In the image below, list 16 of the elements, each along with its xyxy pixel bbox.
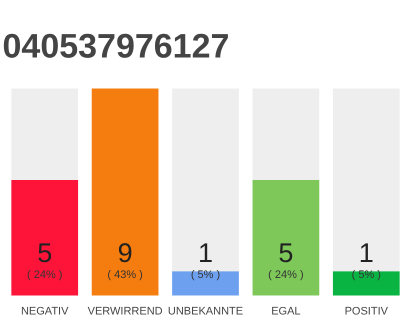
annotation: 9 (118, 238, 133, 268)
annotation: 5 (37, 238, 52, 268)
data-label: ( 5% ) (190, 268, 220, 281)
data-label: ( 43% ) (107, 268, 143, 281)
x-tick-label: POSITIV (344, 306, 389, 318)
x-tick-label: UNBEKANNTE (168, 306, 244, 318)
x-tick-label: VERWIRREND (88, 306, 163, 318)
annotation: 5 (278, 238, 294, 268)
annotation: 1 (358, 238, 374, 268)
annotation: 1 (198, 238, 214, 268)
data-label: ( 24% ) (268, 268, 304, 281)
data-label: ( 24% ) (26, 268, 62, 281)
x-tick-label: NEGATIV (20, 306, 70, 318)
x-tick-label: EGAL (271, 306, 301, 318)
data-label: ( 5% ) (352, 268, 381, 281)
chart-title: 040537976127 (2, 28, 230, 66)
